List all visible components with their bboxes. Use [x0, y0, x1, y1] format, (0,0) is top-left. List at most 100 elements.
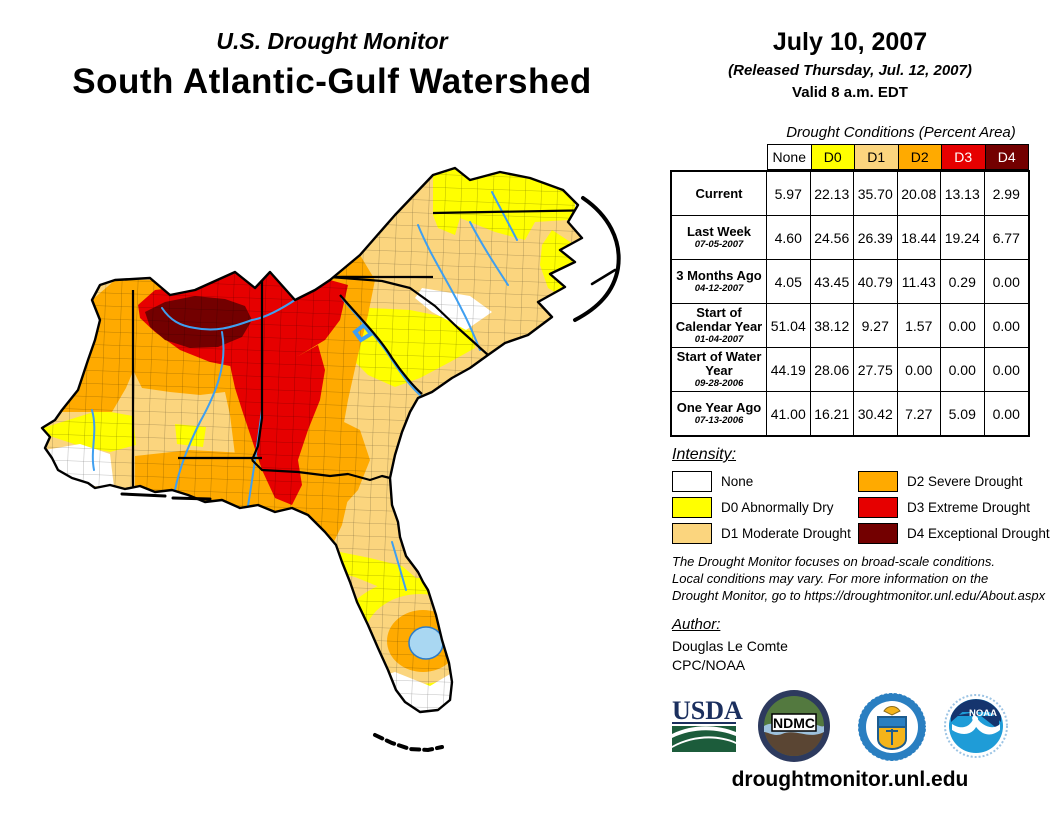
- valid-time: Valid 8 a.m. EDT: [792, 84, 908, 101]
- row-label: 3 Months Ago 04-12-2007: [672, 260, 767, 304]
- table-value: 0.29: [941, 260, 985, 304]
- legend-label: D0 Abnormally Dry: [721, 499, 834, 515]
- ndmc-logo: NDMC: [758, 690, 830, 762]
- row-label: One Year Ago 07-13-2006: [672, 392, 767, 435]
- table-value: 1.57: [897, 304, 941, 348]
- table-value: 20.08: [897, 172, 941, 216]
- author-name: Douglas Le Comte: [672, 638, 788, 654]
- column-header-d4: D4: [984, 144, 1029, 170]
- legend-item: D1 Moderate Drought: [672, 520, 858, 546]
- legend-swatch: [858, 522, 898, 544]
- drought-table-body: Current 5.97 22.13 35.70 20.08 13.13 2.99 Last …: [670, 170, 1030, 437]
- column-header-none: None: [767, 144, 812, 170]
- legend-item: D3 Extreme Drought: [858, 494, 1044, 520]
- disclaimer-line: Drought Monitor, go to https://droughtmo…: [672, 588, 1046, 603]
- legend-label: D1 Moderate Drought: [721, 525, 851, 541]
- legend-label: D4 Exceptional Drought: [907, 525, 1050, 541]
- page-title: South Atlantic-Gulf Watershed: [72, 62, 592, 101]
- table-value: 40.79: [854, 260, 898, 304]
- report-date: July 10, 2007: [772, 28, 928, 56]
- column-header-d0: D0: [810, 144, 855, 170]
- table-value: 4.05: [767, 260, 811, 304]
- legend-swatch: [672, 522, 712, 544]
- table-value: 6.77: [984, 216, 1028, 260]
- lake-okeechobee: [408, 626, 444, 660]
- table-value: 30.42: [854, 392, 898, 435]
- row-label: Current: [672, 172, 767, 216]
- legend-label: D3 Extreme Drought: [907, 499, 1031, 515]
- table-value: 35.70: [854, 172, 898, 216]
- noaa-logo: NOAA: [944, 694, 1008, 758]
- disclaimer-text: The Drought Monitor focuses on broad-sca…: [672, 553, 1045, 604]
- legend-label: None: [721, 473, 754, 489]
- table-value: 0.00: [984, 260, 1028, 304]
- table-value: 0.00: [992, 405, 1020, 422]
- legend-item: D4 Exceptional Drought: [858, 520, 1050, 546]
- table-value: 7.27: [898, 392, 941, 435]
- column-header-d1: D1: [854, 144, 899, 170]
- row-label: Start of Water Year 09-28-2006: [672, 348, 767, 392]
- report-supertitle: U.S. Drought Monitor: [216, 28, 448, 54]
- intensity-heading: Intensity:: [672, 446, 737, 463]
- table-value: 19.24: [941, 216, 985, 260]
- table-caption: Drought Conditions (Percent Area): [786, 124, 1016, 141]
- county-boundaries-texture: [42, 168, 582, 712]
- table-value: 27.75: [854, 348, 898, 392]
- release-date: (Released Thursday, Jul. 12, 2007): [728, 62, 972, 79]
- drought-map: [40, 166, 621, 753]
- legend-swatch: [672, 496, 712, 518]
- table-value: 9.27: [854, 304, 898, 348]
- legend-swatch: [858, 470, 898, 492]
- table-value: 26.39: [854, 216, 898, 260]
- table-value: 18.44: [897, 216, 941, 260]
- table-value: 0.00: [984, 348, 1028, 392]
- table-value: 2.99: [984, 172, 1028, 216]
- legend-swatch: [858, 496, 898, 518]
- table-value: 41.00: [767, 392, 811, 435]
- table-value: 11.43: [897, 260, 941, 304]
- table-value: 0.00: [941, 348, 985, 392]
- table-value: 28.06: [810, 348, 854, 392]
- legend-label: D2 Severe Drought: [907, 473, 1023, 489]
- table-value: 0.00: [941, 304, 985, 348]
- map-drought-layers: [42, 168, 582, 712]
- legend-item: D2 Severe Drought: [858, 468, 1044, 494]
- drought-conditions-table: None D0 D1 D2 D3 D4 Current 5.97 22.13 35.70 20.0…: [670, 144, 1032, 437]
- table-value: 5.97: [767, 172, 811, 216]
- doc-seal-logo: [857, 692, 927, 762]
- column-header-d2: D2: [897, 144, 942, 170]
- state-borders: [131, 208, 582, 487]
- author-org: CPC/NOAA: [672, 657, 746, 673]
- table-value: 43.45: [810, 260, 854, 304]
- author-heading: Author:: [672, 616, 721, 633]
- table-value: 13.13: [941, 172, 985, 216]
- usda-field-icon: [672, 726, 736, 752]
- intensity-legend: None D0 Abnormally Dry D1 Moderate Drought…: [672, 468, 1050, 546]
- table-value: 16.21: [811, 392, 854, 435]
- drought-table-head: None D0 D1 D2 D3 D4: [767, 144, 1032, 170]
- table-value: 51.04: [767, 304, 811, 348]
- noaa-logo-text: NOAA: [969, 708, 997, 719]
- table-value: 0.00: [984, 304, 1028, 348]
- table-value: 38.12: [810, 304, 854, 348]
- table-value: 0.00: [897, 348, 941, 392]
- disclaimer-line: Local conditions may vary. For more info…: [672, 571, 989, 586]
- table-value: 22.13: [810, 172, 854, 216]
- table-value: 5.09: [941, 392, 985, 435]
- legend-item: D0 Abnormally Dry: [672, 494, 858, 520]
- row-label: Start of Calendar Year 01-04-2007: [672, 304, 767, 348]
- agency-logos: USDA NDMC: [660, 688, 1040, 766]
- legend-item: None: [672, 468, 858, 494]
- disclaimer-line: The Drought Monitor focuses on broad-sca…: [672, 554, 996, 569]
- florida-keys: [373, 733, 444, 753]
- table-value: 4.60: [767, 216, 811, 260]
- ndmc-logo-text: NDMC: [773, 715, 815, 731]
- barrier-islands: [120, 196, 621, 753]
- footer-url: droughtmonitor.unl.edu: [731, 768, 969, 791]
- column-header-d3: D3: [941, 144, 986, 170]
- usda-logo-text: USDA: [672, 696, 743, 725]
- legend-swatch: [672, 470, 712, 492]
- table-value: 44.19: [767, 348, 811, 392]
- row-label: Last Week 07-05-2007: [672, 216, 767, 260]
